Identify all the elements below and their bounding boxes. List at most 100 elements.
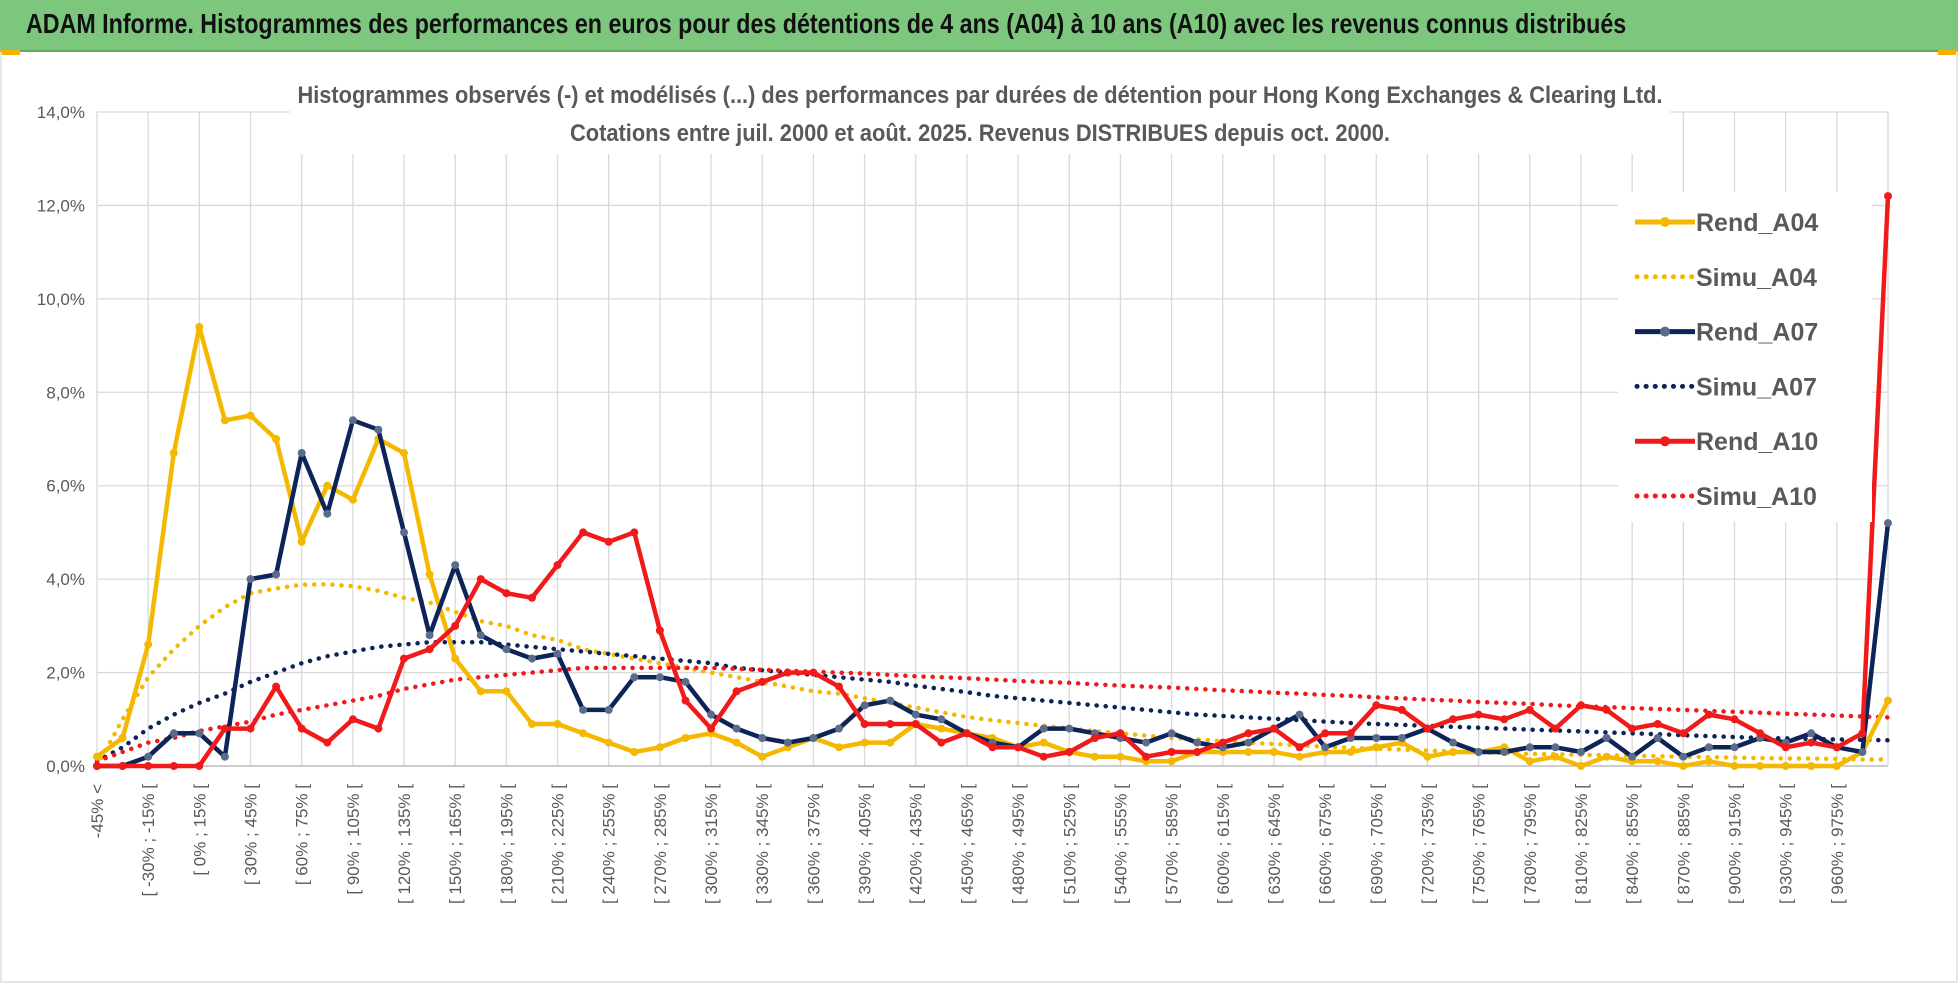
x-tick-label: [ 810% ; 825% [ <box>1572 784 1591 904</box>
rend-a07-point <box>937 715 946 724</box>
rend-a04-point <box>835 743 843 752</box>
y-tick-label: 6,0% <box>46 477 85 496</box>
rend-a04-point <box>1730 762 1739 770</box>
y-tick-label: 12,0% <box>37 196 85 215</box>
rend-a10-point <box>528 593 536 602</box>
x-tick-label: [ 300% ; 315% [ <box>702 784 721 904</box>
rend-a10-point <box>118 762 127 770</box>
y-tick-label: 8,0% <box>46 383 85 402</box>
rend-a10-point <box>1704 710 1713 719</box>
x-tick-label: [ 450% ; 465% [ <box>958 784 977 904</box>
rend-a07-point <box>195 729 204 738</box>
rend-a07-point <box>451 561 460 570</box>
rend-a04-point <box>220 416 229 425</box>
rend-a10-point <box>655 626 664 635</box>
rend-a07-point <box>732 724 741 733</box>
rend-a10-point <box>1628 724 1637 733</box>
rend-a07-point <box>783 738 792 747</box>
rend-a10-point <box>93 762 101 770</box>
rend-a04-point <box>195 322 204 331</box>
rend-a04-point <box>1602 752 1611 761</box>
rend-a04-point <box>1525 757 1534 766</box>
x-tick-label: [ 120% ; 135% [ <box>395 784 414 904</box>
rend-a07-point <box>1577 748 1585 756</box>
x-tick-label: [ 210% ; 225% [ <box>549 784 568 904</box>
rend-a10-point <box>1884 192 1892 201</box>
rend-a07-point <box>1807 729 1816 738</box>
legend-marker-rend-a04 <box>1660 217 1670 227</box>
rend-a10-point <box>732 687 741 696</box>
rend-a04-point <box>1449 748 1457 756</box>
rend-a04-point <box>1884 696 1892 705</box>
rend-a10-point <box>835 682 843 691</box>
x-tick-label: [ 330% ; 345% [ <box>753 784 772 904</box>
rend-a10-point <box>1090 734 1099 742</box>
rend-a07-point <box>1244 738 1253 747</box>
y-axis-tick-labels: 0,0% 2,0% 4,0% 6,0% 8,0% 10,0% 12,0% 14,0% <box>37 103 85 776</box>
legend-label-simu-a10: Simu_A10 <box>1696 483 1817 511</box>
rend-a10-point <box>681 696 690 705</box>
rend-a10-point <box>1602 705 1611 714</box>
rend-a10-point <box>1065 748 1074 756</box>
rend-a10-point <box>1218 738 1227 747</box>
rend-a07-point <box>553 649 562 658</box>
rend-a10-point <box>400 654 408 663</box>
rend-a07-point <box>1858 748 1867 756</box>
rend-a07-point <box>169 729 178 738</box>
rend-a10-point <box>1781 743 1790 752</box>
rend-a10-point <box>220 724 229 733</box>
simu-a10-line <box>94 665 1891 764</box>
x-tick-label: [ 870% ; 885% [ <box>1674 784 1693 904</box>
rend-a10-point <box>604 537 613 546</box>
rend-a10-point <box>1321 729 1330 738</box>
rend-a04-point <box>1832 762 1841 770</box>
rend-a10-point <box>323 738 332 747</box>
corner-accent-left <box>0 50 20 55</box>
rend-a04-point <box>1346 748 1355 756</box>
rend-a04-point <box>451 654 460 663</box>
x-tick-label: [ 240% ; 255% [ <box>600 784 619 904</box>
rend-a07-point <box>604 705 613 714</box>
x-tick-label: [ 360% ; 375% [ <box>804 784 823 904</box>
rend-a10-point <box>962 729 971 738</box>
rend-a10-point <box>1730 715 1739 724</box>
rend-a04-point <box>604 738 613 747</box>
rend-a10-point <box>502 589 511 598</box>
rend-a04-point <box>400 449 408 457</box>
rend-a10-point <box>1449 715 1457 724</box>
rend-a10-point <box>1551 724 1560 733</box>
rend-a07-point <box>476 631 485 640</box>
rend-a10-point <box>1039 752 1048 761</box>
rend-a04-point <box>655 743 664 752</box>
rend-a07-point <box>1704 743 1713 752</box>
rend-a04-point <box>1295 752 1304 761</box>
rend-a07-point <box>707 710 716 719</box>
rend-a10-point <box>246 724 255 733</box>
y-tick-label: 0,0% <box>46 757 85 776</box>
rend-a04-point <box>630 748 639 756</box>
y-tick-label: 14,0% <box>37 103 85 122</box>
rend-a07-point <box>1474 748 1483 756</box>
title-banner: ADAM Informe. Histogrammes des performan… <box>0 0 1958 52</box>
rend-a07-point <box>528 654 536 663</box>
rend-a10-point <box>707 724 716 733</box>
rend-a07-point <box>758 734 767 742</box>
rend-a07-point <box>655 673 664 682</box>
corner-accent-right <box>1938 50 1958 55</box>
x-tick-label: [ 270% ; 285% [ <box>651 784 670 904</box>
rend-a10-point <box>1346 729 1355 738</box>
rend-a04-point <box>246 411 255 420</box>
rend-a10-point <box>937 738 946 747</box>
x-axis-tick-labels: -45% < [ -30% ; -15% [[ 0% ; 15% [[ 30% ;… <box>88 784 1847 904</box>
simu-a04-line <box>94 582 1891 769</box>
rend-a10-point <box>911 720 920 728</box>
rend-a04-point <box>1704 757 1713 766</box>
rend-a04-point <box>1551 752 1560 761</box>
rend-a04-point <box>1577 762 1585 770</box>
rend-a07-point <box>1167 729 1176 738</box>
rend-a07-point <box>1628 752 1637 761</box>
title-background <box>290 74 1670 154</box>
rend-a10-point <box>195 762 204 770</box>
rend-a07-point <box>1653 734 1662 742</box>
legend-marker-rend-a07 <box>1660 326 1670 337</box>
